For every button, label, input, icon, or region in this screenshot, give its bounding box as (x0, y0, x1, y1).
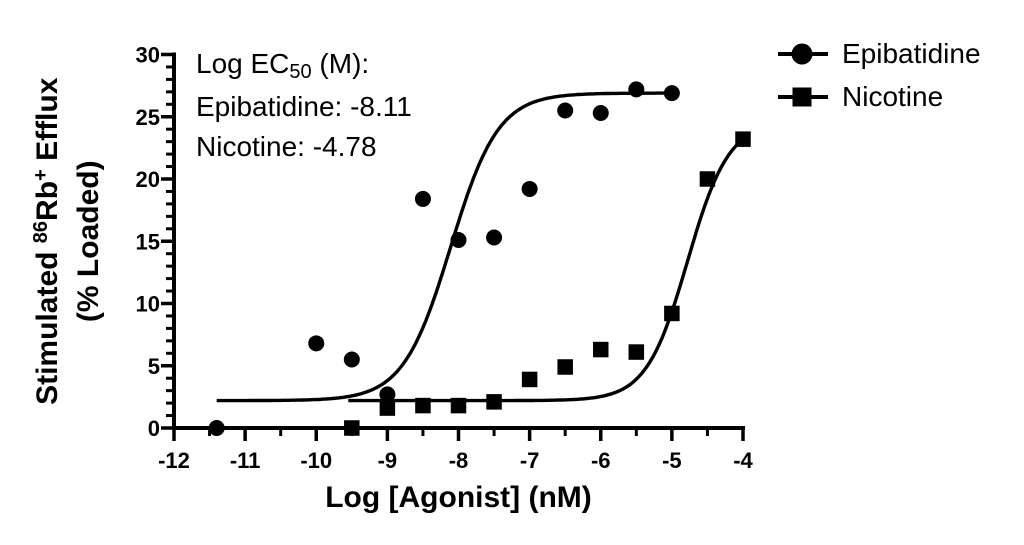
epibatidine-data-point (628, 81, 645, 98)
nicotine-data-point (521, 371, 538, 388)
nicotine-data-point (735, 131, 751, 147)
legend-item-nicotine: Nicotine (778, 79, 981, 115)
x-tick-label: -10 (300, 448, 332, 473)
epibatidine-data-point (343, 351, 360, 368)
epibatidine-data-point (486, 229, 503, 246)
x-tick-label: -9 (378, 448, 398, 473)
y-tick-label: 20 (136, 167, 160, 192)
x-tick-label: -6 (591, 448, 611, 473)
y-tick-label: 30 (136, 43, 160, 68)
nicotine-data-point (557, 359, 573, 375)
annotation-ec50-suffix: (M): (311, 48, 370, 79)
epibatidine-data-point (663, 85, 680, 102)
x-tick-label: -11 (230, 448, 261, 473)
nicotine-data-point (628, 344, 645, 360)
y-axis-title-line2: (% Loaded) (72, 160, 105, 322)
epibatidine-data-point (557, 102, 574, 119)
legend-label-epibatidine: Epibatidine (842, 38, 981, 69)
nicotine-data-point (593, 341, 609, 358)
nicotine-square-marker-icon (778, 87, 828, 107)
x-tick-label: -7 (520, 448, 540, 473)
x-tick-label: -12 (158, 448, 190, 473)
nicotine-data-point (486, 394, 502, 410)
nicotine-data-point (450, 397, 467, 414)
annotation-epibatidine-value: Epibatidine: -8.11 (196, 91, 412, 122)
nicotine-data-point (664, 305, 680, 322)
epibatidine-data-point (592, 105, 609, 122)
nicotine-data-point (415, 397, 431, 414)
nicotine-data-point (379, 400, 396, 416)
nicotine-data-point (344, 420, 360, 436)
epibatidine-fit-curve (216, 91, 672, 403)
legend-item-epibatidine: Epibatidine (778, 36, 981, 72)
legend: Epibatidine Nicotine (778, 36, 981, 115)
nicotine-fit-curve (348, 138, 745, 403)
x-tick-label: -4 (733, 448, 753, 473)
x-tick-label: -8 (449, 448, 469, 473)
y-tick-label: 15 (136, 229, 160, 254)
x-axis-title: Log [Agonist] (nM) (325, 481, 592, 514)
annotation-nicotine-value: Nicotine: -4.78 (196, 131, 377, 162)
epibatidine-data-point (414, 190, 431, 207)
y-tick-label: 25 (136, 105, 160, 130)
nicotine-data-point (699, 171, 716, 187)
annotation-title-line: Log EC50 (M): (196, 44, 412, 87)
epibatidine-data-point (450, 232, 467, 249)
y-tick-label: 0 (148, 416, 160, 441)
epibatidine-data-point (208, 420, 225, 436)
x-tick-label: -5 (662, 448, 682, 473)
legend-label-nicotine: Nicotine (842, 81, 944, 112)
epibatidine-data-point (379, 386, 396, 403)
annotation-ec50-prefix: Log EC (196, 48, 290, 79)
ec50-annotation: Log EC50 (M): Epibatidine: -8.11 Nicotin… (196, 44, 412, 167)
epibatidine-data-point (521, 180, 538, 197)
y-tick-label: 10 (136, 292, 160, 317)
epibatidine-data-point (308, 335, 325, 352)
y-tick-label: 5 (148, 354, 160, 379)
y-axis-title-line1: Stimulated 86Rb+ Efflux (30, 77, 64, 405)
annotation-ec50-subscript: 50 (289, 60, 312, 83)
epibatidine-circle-marker-icon (778, 43, 828, 65)
